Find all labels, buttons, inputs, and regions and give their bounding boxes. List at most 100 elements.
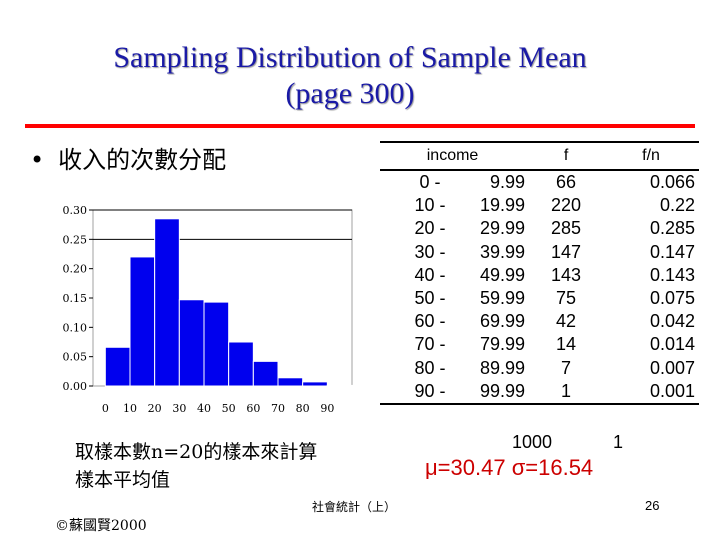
title-divider <box>25 124 695 128</box>
x-tick-label: 20 <box>148 402 162 415</box>
row-f: 66 <box>556 172 577 193</box>
histogram-bar <box>252 360 279 387</box>
row-fn: 0.014 <box>650 334 696 355</box>
row-fn: 0.066 <box>650 172 696 193</box>
slide-title: Sampling Distribution of Sample Mean (pa… <box>40 40 660 112</box>
histogram-bar <box>302 381 328 387</box>
histogram-bar <box>178 299 205 387</box>
row-low: 50 - <box>414 288 446 309</box>
table-row: 50 - 59.99 75 0.075 <box>380 287 699 310</box>
row-low: 10 - <box>414 195 446 216</box>
sample-description: 取樣本數n=20的樣本來計算 樣本平均值 <box>75 438 317 494</box>
histogram-bar <box>129 256 156 387</box>
x-tick-label: 50 <box>222 402 236 415</box>
footer-course: 社會統計（上） <box>312 500 397 514</box>
x-tick-label: 40 <box>197 402 211 415</box>
row-low: 70 - <box>414 334 446 355</box>
sample-line-2: 樣本平均值 <box>75 469 171 491</box>
histogram-bar <box>154 218 180 387</box>
histogram-bar <box>326 384 353 387</box>
x-tick-label: 80 <box>296 402 310 415</box>
table-row: 30 - 39.99 147 0.147 <box>380 241 699 264</box>
total-frequency: 1000 <box>512 432 553 452</box>
table-row: 60 - 69.99 42 0.042 <box>380 310 699 333</box>
row-fn: 0.22 <box>660 195 696 216</box>
bullet-icon: • <box>30 146 45 174</box>
table-row: 20 - 29.99 285 0.285 <box>380 217 699 240</box>
table-row: 0 - 9.99 66 0.066 <box>380 170 699 194</box>
x-tick-label: 10 <box>123 402 137 415</box>
row-high: 79.99 <box>480 334 526 355</box>
x-tick-label: 30 <box>172 402 186 415</box>
row-low: 30 - <box>414 241 446 262</box>
table-header-row: income f f/n <box>380 141 700 171</box>
table-row: 90 -99.99 1 0.001 <box>380 379 700 405</box>
y-tick-label: 0.00 <box>63 380 88 393</box>
row-high: 9.99 <box>490 172 526 193</box>
total-relative-frequency: 1 <box>613 432 624 452</box>
row-fn: 0.075 <box>650 288 696 309</box>
table-row: 70 - 79.99 14 0.014 <box>380 333 699 356</box>
row-fn: 0.042 <box>650 311 696 332</box>
title-line-1: Sampling Distribution of Sample Mean <box>113 41 587 74</box>
row-f: 143 <box>551 264 582 285</box>
row-low: 90 - <box>380 379 480 405</box>
bullet-text: 收入的次數分配 <box>58 146 227 174</box>
header-f: f <box>525 141 608 171</box>
x-tick-label: 60 <box>246 402 260 415</box>
x-tick-label: 90 <box>320 402 334 415</box>
row-low: 40 - <box>414 264 446 285</box>
table-row: 80 - 89.99 7 0.007 <box>380 357 699 380</box>
row-fn: 0.147 <box>650 241 696 262</box>
histogram-chart: 0.00 0.05 0.10 0.15 0.20 0.25 0.30 0 10 20 30 40 50 6… <box>55 200 360 422</box>
row-fn: 0.285 <box>650 218 696 239</box>
mean-sd-stats: μ=30.47 σ=16.54 <box>425 455 594 480</box>
y-tick-label: 0.30 <box>63 204 88 217</box>
histogram-bar <box>228 341 254 387</box>
row-high: 49.99 <box>480 264 526 285</box>
table-row: 10 - 19.99 220 0.22 <box>380 194 699 217</box>
histogram-svg: 0.00 0.05 0.10 0.15 0.20 0.25 0.30 0 10 20 30 40 50 6… <box>63 204 353 415</box>
header-income: income <box>380 141 526 171</box>
sample-line-1: 取樣本數n=20的樣本來計算 <box>75 441 318 463</box>
row-f: 42 <box>556 311 577 332</box>
y-tick-label: 0.10 <box>63 321 88 334</box>
y-tick-label: 0.25 <box>63 233 88 246</box>
x-tick-label: 70 <box>271 402 285 415</box>
header-fn: f/n <box>607 141 700 171</box>
histogram-bar <box>203 301 230 387</box>
row-f: 220 <box>551 195 582 216</box>
x-tick-label: 0 <box>102 402 109 415</box>
row-low: 80 - <box>414 357 446 378</box>
row-f: 14 <box>556 334 577 355</box>
copyright-notice: ©蘇國賢2000 <box>55 518 147 534</box>
row-low: 20 - <box>414 218 446 239</box>
row-f: 147 <box>551 241 582 262</box>
row-low: 0 - <box>419 172 441 193</box>
row-f: 7 <box>561 357 572 378</box>
y-tick-label: 0.20 <box>63 263 88 276</box>
row-high: 59.99 <box>480 288 526 309</box>
row-fn: 0.001 <box>607 379 700 405</box>
row-high: 29.99 <box>480 218 526 239</box>
row-high: 99.99 <box>480 379 526 405</box>
row-high: 39.99 <box>480 241 526 262</box>
y-tick-label: 0.15 <box>63 292 88 305</box>
row-high: 69.99 <box>480 311 526 332</box>
row-f: 1 <box>525 379 608 405</box>
row-f: 285 <box>551 218 582 239</box>
frequency-table: income f f/n 0 - 9.99 66 0.066 10 - 19.99 220… <box>380 141 700 405</box>
row-low: 60 - <box>414 311 446 332</box>
page-number: 26 <box>645 498 660 513</box>
title-line-2: (page 300) <box>285 77 415 110</box>
table-row: 40 - 49.99 143 0.143 <box>380 264 699 287</box>
histogram-bar <box>104 346 131 387</box>
row-fn: 0.007 <box>650 357 696 378</box>
bullet-item: • 收入的次數分配 <box>30 140 226 175</box>
histogram-bar <box>277 377 304 387</box>
row-high: 19.99 <box>480 195 526 216</box>
row-f: 75 <box>556 288 577 309</box>
row-high: 89.99 <box>480 357 526 378</box>
row-fn: 0.143 <box>650 264 696 285</box>
y-tick-label: 0.05 <box>63 351 88 364</box>
